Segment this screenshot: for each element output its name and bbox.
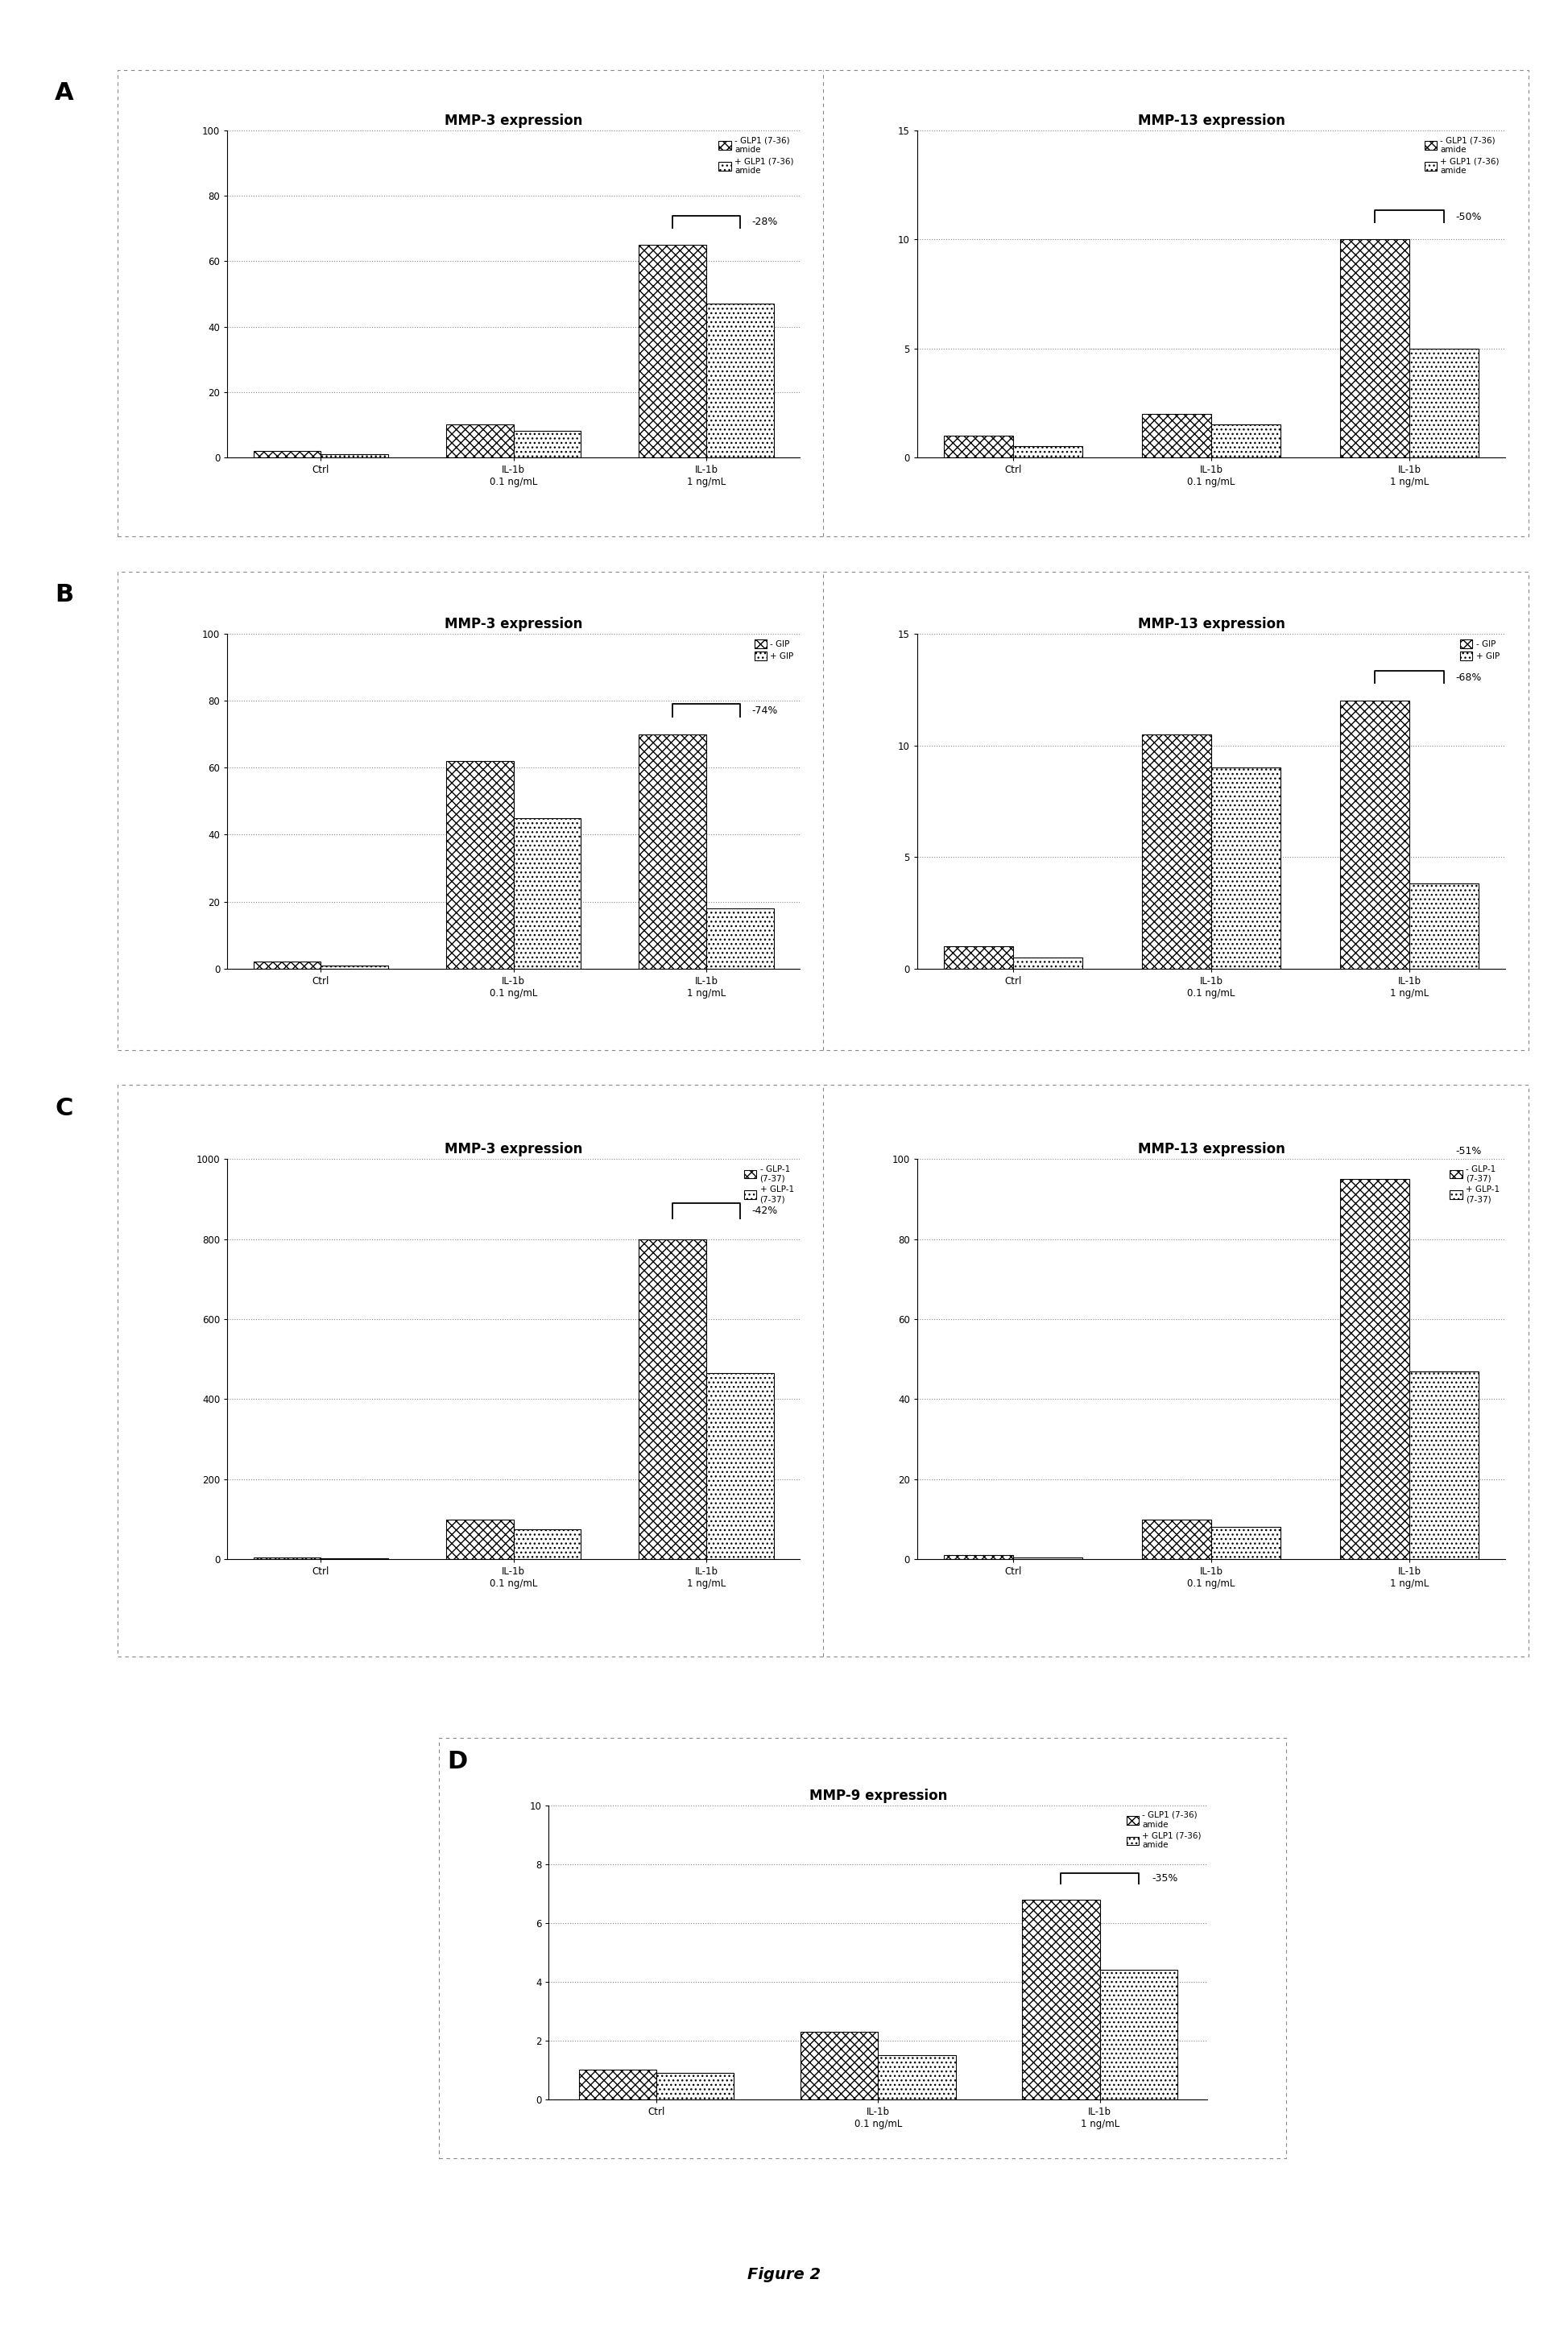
Bar xyxy=(445,1519,514,1558)
Bar xyxy=(1410,1372,1479,1558)
Bar xyxy=(638,735,706,968)
Bar xyxy=(445,425,514,457)
Bar xyxy=(1410,348,1479,457)
Bar xyxy=(878,2055,955,2100)
Text: -28%: -28% xyxy=(751,217,778,226)
Bar xyxy=(706,1374,773,1558)
Bar xyxy=(1142,735,1212,968)
Text: D: D xyxy=(447,1750,467,1773)
Bar xyxy=(1341,240,1410,457)
Bar xyxy=(514,1528,582,1558)
Text: A: A xyxy=(55,82,74,105)
Bar xyxy=(638,245,706,457)
Legend: - GLP1 (7-36)
amide, + GLP1 (7-36)
amide: - GLP1 (7-36) amide, + GLP1 (7-36) amide xyxy=(717,135,795,177)
Title: MMP-13 expression: MMP-13 expression xyxy=(1138,1143,1284,1157)
Bar xyxy=(801,2032,878,2100)
Bar xyxy=(1099,1969,1178,2100)
Bar xyxy=(1341,1178,1410,1558)
Bar xyxy=(1341,700,1410,968)
Bar xyxy=(638,1239,706,1558)
Bar xyxy=(254,450,321,457)
Bar xyxy=(1212,768,1281,968)
Legend: - GLP-1
(7-37), + GLP-1
(7-37): - GLP-1 (7-37), + GLP-1 (7-37) xyxy=(742,1164,795,1204)
Bar xyxy=(1013,446,1082,457)
Title: MMP-9 expression: MMP-9 expression xyxy=(809,1789,947,1803)
Legend: - GLP-1
(7-37), + GLP-1
(7-37): - GLP-1 (7-37), + GLP-1 (7-37) xyxy=(1447,1164,1501,1204)
Text: -50%: -50% xyxy=(1455,212,1482,222)
Title: MMP-3 expression: MMP-3 expression xyxy=(444,1143,583,1157)
Bar xyxy=(254,961,321,968)
Bar xyxy=(944,947,1013,968)
Text: Figure 2: Figure 2 xyxy=(748,2268,820,2282)
Title: MMP-3 expression: MMP-3 expression xyxy=(444,616,583,632)
Legend: - GLP1 (7-36)
amide, + GLP1 (7-36)
amide: - GLP1 (7-36) amide, + GLP1 (7-36) amide xyxy=(1124,1810,1203,1850)
Text: -35%: -35% xyxy=(1152,1873,1178,1885)
Bar xyxy=(706,908,773,968)
Bar xyxy=(1142,413,1212,457)
Bar xyxy=(1022,1899,1099,2100)
Bar xyxy=(321,966,389,968)
Bar xyxy=(706,303,773,457)
Title: MMP-13 expression: MMP-13 expression xyxy=(1138,616,1284,632)
Text: -42%: -42% xyxy=(751,1206,778,1215)
Text: -51%: -51% xyxy=(1455,1146,1482,1157)
Bar xyxy=(1142,1519,1212,1558)
Title: MMP-3 expression: MMP-3 expression xyxy=(444,114,583,128)
Text: C: C xyxy=(55,1097,72,1120)
Bar xyxy=(1013,957,1082,968)
Bar xyxy=(944,436,1013,457)
Legend: - GLP1 (7-36)
amide, + GLP1 (7-36)
amide: - GLP1 (7-36) amide, + GLP1 (7-36) amide xyxy=(1422,135,1501,177)
Bar xyxy=(445,761,514,968)
Bar xyxy=(579,2069,657,2100)
Text: -68%: -68% xyxy=(1455,672,1482,684)
Text: -74%: -74% xyxy=(751,705,778,716)
Bar xyxy=(514,432,582,457)
Legend: - GIP, + GIP: - GIP, + GIP xyxy=(1458,637,1501,663)
Bar xyxy=(321,455,389,457)
Bar xyxy=(1212,1528,1281,1558)
Legend: - GIP, + GIP: - GIP, + GIP xyxy=(753,637,795,663)
Text: B: B xyxy=(55,583,74,607)
Bar xyxy=(657,2072,734,2100)
Bar xyxy=(1410,884,1479,968)
Bar xyxy=(944,1556,1013,1558)
Bar xyxy=(514,819,582,968)
Title: MMP-13 expression: MMP-13 expression xyxy=(1138,114,1284,128)
Bar xyxy=(1212,425,1281,457)
